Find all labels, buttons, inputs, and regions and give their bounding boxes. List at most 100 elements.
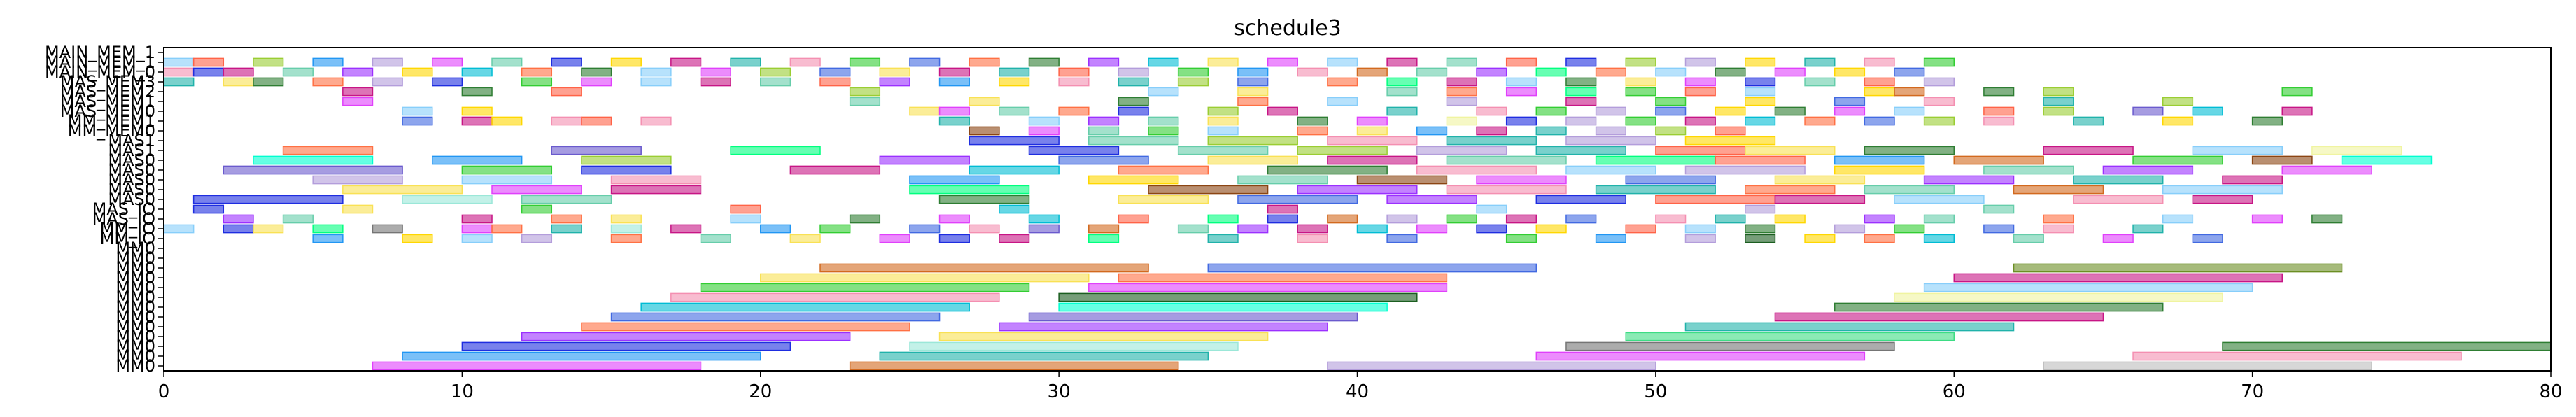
- gantt-bar: [670, 292, 1000, 302]
- gantt-bar: [1953, 155, 2044, 165]
- gantt-bar: [1088, 116, 1120, 126]
- y-tick-label: MAS0: [108, 170, 155, 190]
- gantt-bar: [789, 57, 821, 67]
- gantt-bar: [1446, 136, 1537, 146]
- gantt-bar: [2162, 214, 2194, 224]
- gantt-bar: [1088, 234, 1120, 243]
- gantt-bar: [431, 77, 463, 87]
- gantt-bar: [760, 224, 791, 234]
- gantt-bar: [1834, 302, 2164, 312]
- gantt-bar: [372, 361, 702, 371]
- gantt-bar: [849, 361, 1179, 371]
- gantt-bar: [581, 116, 612, 126]
- gantt-bar: [1416, 165, 1537, 175]
- gantt-bar: [999, 204, 1030, 214]
- gantt-bar: [1505, 116, 1537, 126]
- gantt-bar: [461, 165, 553, 175]
- gantt-bar: [461, 175, 553, 185]
- gantt-bar: [192, 204, 225, 214]
- gantt-bar: [163, 77, 195, 87]
- gantt-bar: [938, 67, 970, 77]
- gantt-bar: [1774, 195, 1866, 204]
- gantt-bar: [849, 97, 881, 106]
- gantt-bar: [1565, 87, 1597, 97]
- gantt-bar: [491, 57, 523, 67]
- gantt-bar: [1386, 106, 1418, 116]
- gantt-bar: [521, 67, 553, 77]
- gantt-bar: [1595, 155, 1716, 165]
- y-tick-label: MM0: [115, 317, 155, 337]
- gantt-bar: [2132, 155, 2223, 165]
- gantt-bar: [1595, 185, 1716, 195]
- gantt-bar: [1923, 57, 1955, 67]
- gantt-bar: [282, 146, 374, 155]
- gantt-bar: [491, 116, 523, 126]
- gantt-bar: [1386, 57, 1418, 67]
- gantt-bar: [312, 175, 403, 185]
- gantt-bar: [1237, 195, 1358, 204]
- gantt-bar: [1834, 155, 1925, 165]
- gantt-bar: [1118, 67, 1149, 77]
- gantt-bar: [1625, 77, 1656, 87]
- gantt-bar: [1655, 214, 1687, 224]
- gantt-bar: [819, 67, 851, 77]
- gantt-bar: [1565, 57, 1597, 67]
- gantt-bar: [640, 67, 672, 77]
- gantt-bar: [1595, 67, 1626, 77]
- gantt-bar: [1356, 175, 1448, 185]
- gantt-bar: [909, 185, 1030, 195]
- gantt-bar: [1118, 77, 1149, 87]
- gantt-bar: [1237, 77, 1269, 87]
- gantt-bar: [1684, 234, 1716, 243]
- gantt-bar: [431, 57, 463, 67]
- gantt-bar: [1446, 214, 1477, 224]
- gantt-bar: [1745, 77, 1776, 87]
- x-tick-label: 40: [1346, 381, 1369, 402]
- gantt-bar: [1804, 77, 1836, 87]
- gantt-bar: [999, 67, 1030, 77]
- gantt-bar: [1118, 273, 1448, 283]
- gantt-bar: [1416, 224, 1448, 234]
- gantt-bar: [879, 155, 970, 165]
- gantt-bar: [1894, 292, 2223, 302]
- gantt-bar: [1745, 185, 1836, 195]
- y-tick-label: MM0: [115, 239, 155, 258]
- gantt-bar: [581, 322, 910, 332]
- gantt-bar: [1684, 57, 1716, 67]
- gantt-bar: [1774, 175, 1866, 185]
- gantt-bar: [1356, 126, 1388, 136]
- gantt-bar: [372, 57, 403, 67]
- gantt-bar: [1416, 126, 1448, 136]
- gantt-bar: [342, 67, 374, 77]
- gantt-bar: [610, 312, 941, 322]
- gantt-bar: [163, 224, 195, 234]
- gantt-bar: [1894, 195, 1985, 204]
- gantt-bar: [1715, 214, 1746, 224]
- gantt-bar: [670, 57, 702, 67]
- gantt-bar: [312, 234, 344, 243]
- gantt-bar: [1684, 165, 1806, 175]
- gantt-bar: [999, 106, 1030, 116]
- gantt-bar: [402, 195, 493, 204]
- gantt-bar: [1058, 292, 1418, 302]
- gantt-bar: [1834, 97, 1866, 106]
- gantt-bar: [1983, 204, 2015, 214]
- gantt-bar: [938, 214, 970, 224]
- x-tick-label: 30: [1048, 381, 1071, 402]
- gantt-bar: [1565, 136, 1656, 146]
- gantt-bar: [2043, 361, 2372, 371]
- gantt-bar: [402, 351, 761, 361]
- x-tick-label: 60: [1943, 381, 1966, 402]
- gantt-bar: [1207, 136, 1298, 146]
- gantt-bar: [1207, 234, 1239, 243]
- gantt-bar: [1177, 146, 1269, 155]
- y-tick-label: MAS_MEM3: [60, 72, 155, 92]
- gantt-bar: [461, 116, 493, 126]
- gantt-bar: [491, 185, 582, 195]
- gantt-bar: [1923, 283, 2253, 292]
- gantt-bar: [1684, 116, 1716, 126]
- gantt-bar: [1655, 195, 1776, 204]
- x-tick-label: 50: [1644, 381, 1667, 402]
- gantt-bar: [2162, 97, 2194, 106]
